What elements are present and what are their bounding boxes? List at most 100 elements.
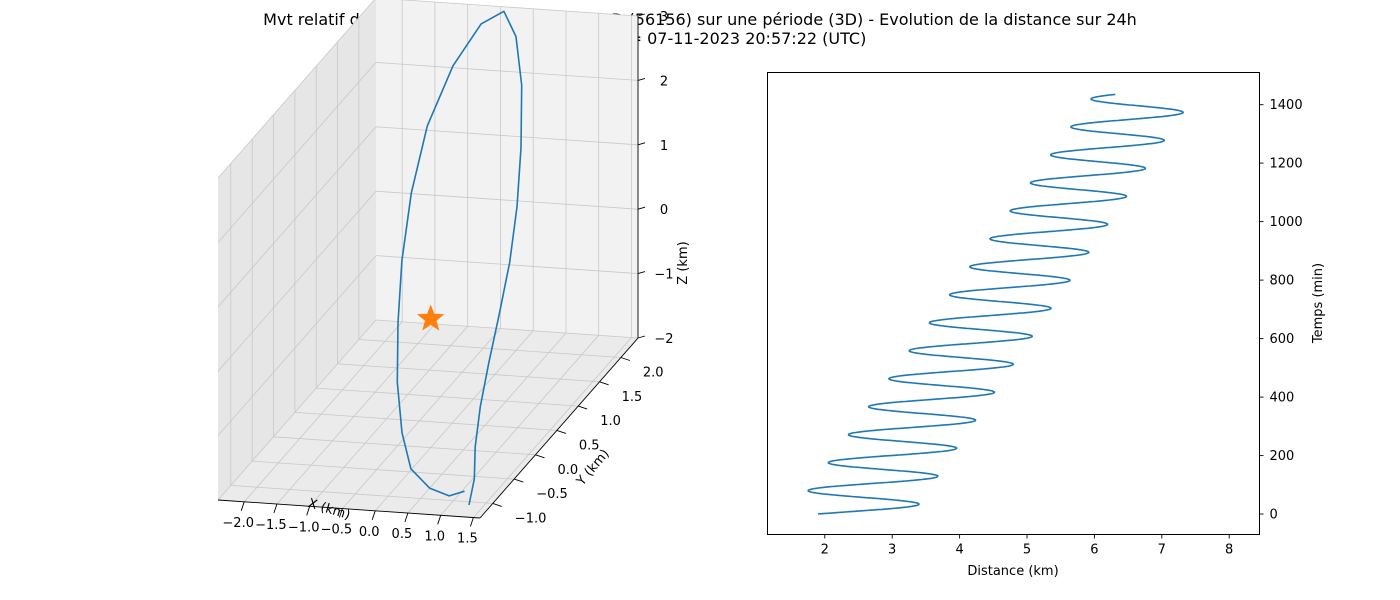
grid-line-z-left [217, 0, 375, 179]
axes-3d: −2.0 −1.5 −1.0 −0.5 0.0 0.5 1.0 1.5−1.0−0.50.00… [217, 10, 674, 547]
grid-line-x-floor [374, 330, 534, 512]
y-axis-line-3d [479, 337, 639, 519]
z-tick-3d [637, 142, 646, 146]
distance-curve [807, 93, 1184, 515]
z-tick-3d [637, 335, 646, 339]
y-tick-label-3d: 0.0 [558, 463, 579, 478]
z-tick-3d [637, 13, 646, 17]
grid-line-z-left [217, 126, 377, 308]
x-tick-label-2d: 3 [888, 543, 896, 558]
y-tick-label-3d: 1.5 [622, 390, 643, 405]
x-tick-3d [306, 506, 311, 516]
plot-distance-vs-time: 2 3 4 5 6 7 8 0 200 400 600 800 1000 1200 1400 Distan… [767, 72, 1326, 579]
grid-line-y-floor [337, 363, 600, 383]
z-tick-3d [637, 271, 646, 275]
y-tick-label-3d: 2.0 [643, 366, 664, 381]
x-axis-label-2d: Distance (km) [967, 564, 1058, 579]
x-axis-line-3d [217, 499, 481, 519]
x-tick-label-3d: 0.5 [392, 527, 413, 542]
grid-line-z-left [217, 319, 377, 501]
grid-line-y-floor [358, 339, 621, 358]
x-tick-label-3d: −0.5 [321, 523, 353, 538]
pane-group [218, 0, 638, 518]
z-axis-label-3d: Z (km) [676, 241, 691, 284]
star-marker [416, 304, 445, 331]
plot-3d-relative-motion: −2.0 −1.5 −1.0 −0.5 0.0 0.5 1.0 1.5−1.0−0.50.00… [217, 0, 691, 547]
grid-line-x-floor [407, 332, 567, 514]
grid-line-z-back [375, 190, 639, 210]
y-tick-label-2d: 1200 [1270, 157, 1303, 172]
y-tick-3d [535, 454, 545, 459]
y-tick-label-2d: 600 [1270, 332, 1295, 347]
back-pane [376, 0, 638, 338]
x-tick-3d [273, 503, 278, 514]
x-tick-label-3d: −2.0 [222, 516, 254, 531]
y-tick-label-3d: 1.0 [600, 414, 621, 429]
y-tick-label-3d: −1.0 [515, 511, 547, 526]
x-ticks-2d: 2 3 4 5 6 7 8 [821, 534, 1233, 558]
grid-line-x-floor [276, 323, 436, 505]
y-ticks-2d: 0 200 400 600 800 1000 1200 1400 [1259, 98, 1303, 523]
grid-line-y-floor [294, 412, 557, 431]
grid-line-z-back [375, 126, 639, 146]
y-tick-label-2d: 0 [1270, 508, 1278, 523]
y-tick-label-3d: −0.5 [536, 487, 568, 502]
y-tick-3d [620, 357, 631, 361]
grid-line-z-back [375, 62, 639, 81]
trajectory-line [396, 10, 523, 506]
grid-line-z-back [375, 255, 639, 274]
y-tick-3d [514, 478, 524, 483]
x-tick-3d [437, 515, 442, 525]
left-pane [218, 0, 376, 500]
grid-line-x-floor [473, 337, 632, 518]
grid-line-y-floor [316, 387, 579, 407]
grid-line-z-left [217, 255, 377, 436]
y-tick-label-2d: 1000 [1270, 215, 1303, 230]
grid-line-z-back [399, 0, 639, 17]
grid-line-z-left [217, 190, 377, 372]
grid-line-y-floor [252, 460, 515, 480]
origin-star-marker [416, 304, 445, 331]
grid-line-x-floor [440, 335, 600, 516]
x-tick-3d [469, 517, 474, 527]
grid-line-y-floor [230, 485, 493, 504]
x-tick-3d [404, 512, 409, 523]
x-tick-label-2d: 2 [821, 543, 829, 558]
x-tick-label-2d: 6 [1090, 543, 1098, 558]
x-tick-label-2d: 8 [1225, 543, 1233, 558]
z-tick-label-3d: 0 [660, 203, 668, 218]
z-tick-label-3d: 2 [660, 74, 668, 89]
x-tick-label-2d: 5 [1023, 543, 1031, 558]
y-tick-label-2d: 400 [1270, 391, 1295, 406]
y-tick-3d [599, 381, 609, 386]
x-tick-3d [338, 508, 343, 518]
x-tick-label-3d: −1.5 [255, 518, 287, 533]
grid-3d [217, 0, 639, 518]
z-tick-3d [637, 77, 646, 81]
x-tick-label-3d: −1.0 [288, 520, 320, 535]
x-tick-label-2d: 4 [955, 543, 963, 558]
y-tick-3d [556, 429, 567, 434]
x-tick-3d [371, 510, 376, 520]
x-tick-label-3d: 1.0 [424, 529, 445, 544]
y-tick-label-2d: 800 [1270, 274, 1295, 289]
y-tick-label-2d: 1400 [1270, 98, 1303, 113]
y-tick-label-3d: 0.5 [579, 438, 600, 453]
trajectory-3d [396, 10, 523, 506]
grid-line-z-back [375, 319, 639, 339]
grid-line-x-floor [309, 326, 469, 507]
z-tick-label-3d: −2 [654, 332, 673, 347]
z-tick-3d [637, 206, 646, 210]
grid-line-x-floor [243, 321, 403, 503]
floor-pane [218, 320, 638, 518]
x-tick-label-3d: 1.5 [457, 532, 478, 547]
z-tick-label-3d: −1 [654, 268, 673, 283]
distance-curve-line [807, 93, 1184, 515]
x-tick-label-2d: 7 [1158, 543, 1166, 558]
y-tick-3d [492, 502, 502, 507]
grid-line-x-floor [342, 328, 501, 509]
y-tick-3d [578, 405, 588, 410]
grid-line-z-left [217, 62, 377, 243]
z-tick-label-3d: 3 [660, 10, 668, 25]
